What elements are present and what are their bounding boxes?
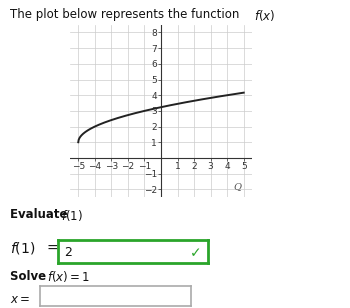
Text: $f(x) = 1$: $f(x) = 1$ xyxy=(47,270,90,285)
Text: $x=$: $x=$ xyxy=(10,293,31,306)
Text: $=$: $=$ xyxy=(44,240,58,254)
Text: The plot below represents the function: The plot below represents the function xyxy=(10,8,244,21)
Text: $f(1)$: $f(1)$ xyxy=(10,240,36,256)
Text: Solve: Solve xyxy=(10,270,51,282)
Text: $f(x)$: $f(x)$ xyxy=(254,8,275,23)
Text: Q: Q xyxy=(233,182,241,191)
Text: Evaluate: Evaluate xyxy=(10,208,72,221)
Text: ✓: ✓ xyxy=(190,246,202,260)
Text: 2: 2 xyxy=(64,246,72,259)
Text: $f(1)$: $f(1)$ xyxy=(61,208,83,223)
